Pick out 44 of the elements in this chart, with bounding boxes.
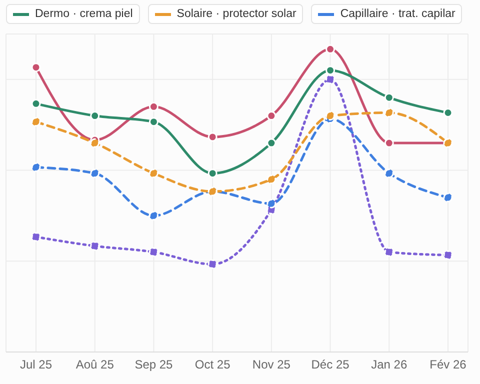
x-tick-label: Fév 26 [430,358,467,372]
point [266,138,276,148]
point [31,162,41,172]
point [148,117,158,127]
point [90,138,100,148]
x-tick-label: Jul 25 [20,358,52,372]
x-tick-label: Déc 25 [311,358,350,372]
x-tick-label: Jan 26 [371,358,408,372]
legend-label: Capillaire · trat. capilar [340,8,456,20]
point [443,250,453,260]
legend-label: Solaire · protector solar [176,8,296,20]
point [384,92,394,102]
point [326,44,336,54]
point [31,232,41,242]
point [266,198,276,208]
x-tick-label: Sep 25 [134,358,174,372]
point [266,111,276,121]
point [90,168,100,178]
point [443,108,453,118]
legend-label: Dermo · crema piel [35,8,133,20]
point [384,168,394,178]
point [384,247,394,257]
point [31,117,41,127]
point [148,102,158,112]
point [90,111,100,121]
point [326,74,336,84]
x-tick-label: Aoû 25 [76,358,114,372]
point [90,241,100,251]
point [148,210,158,220]
point [208,259,218,269]
point [148,247,158,257]
point [443,192,453,202]
point [208,132,218,142]
x-tick-label: Oct 25 [194,358,231,372]
point [208,168,218,178]
x-tick-label: Nov 25 [252,358,291,372]
point [31,62,41,72]
point [384,108,394,118]
point [326,111,336,121]
point [148,168,158,178]
point [326,66,336,76]
point [31,98,41,108]
point [266,174,276,184]
point [384,138,394,148]
